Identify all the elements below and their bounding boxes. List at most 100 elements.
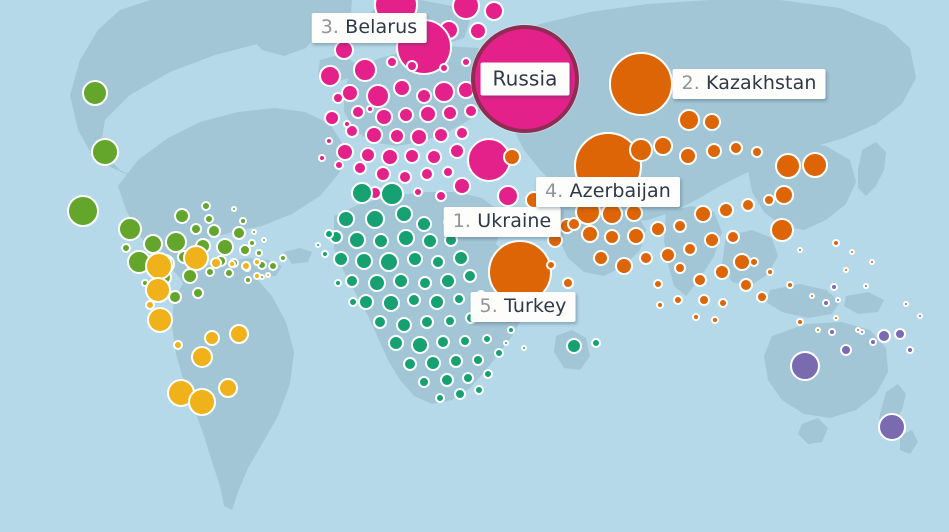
bubble-north_america[interactable] <box>255 249 263 257</box>
bubble-africa[interactable] <box>482 334 492 344</box>
bubble-europe[interactable] <box>332 92 344 104</box>
bubble-asia[interactable] <box>802 152 828 178</box>
bubble-europe[interactable] <box>353 58 377 82</box>
bubble-europe[interactable] <box>393 79 411 97</box>
bubble-europe[interactable] <box>318 154 326 162</box>
bubble-south_america[interactable] <box>145 252 173 280</box>
bubble-europe[interactable] <box>334 40 354 60</box>
bubble-europe[interactable] <box>433 81 455 103</box>
bubble-africa[interactable] <box>373 315 387 329</box>
bubble-africa[interactable] <box>355 252 373 270</box>
bubble-europe[interactable] <box>343 120 351 128</box>
bubble-oceania[interactable] <box>917 313 923 319</box>
bubble-africa[interactable] <box>397 229 415 247</box>
bubble-europe[interactable] <box>365 126 383 144</box>
bubble-africa[interactable] <box>503 340 509 346</box>
bubble-europe[interactable] <box>469 22 487 40</box>
bubble-asia[interactable] <box>763 194 775 206</box>
bubble-europe[interactable] <box>406 60 418 72</box>
bubble-asia[interactable] <box>593 250 609 266</box>
map-label-turkey[interactable]: 5. Turkey <box>470 292 576 322</box>
bubble-south_america[interactable] <box>145 277 171 303</box>
bubble-north_america[interactable] <box>143 234 163 254</box>
bubble-asia[interactable] <box>774 185 794 205</box>
bubble-south_america[interactable] <box>210 257 222 269</box>
bubble-asia[interactable] <box>604 229 620 245</box>
bubble-africa[interactable] <box>454 388 466 400</box>
bubble-asia[interactable] <box>678 109 700 131</box>
bubble-asia[interactable] <box>674 262 686 274</box>
bubble-asia[interactable] <box>693 273 707 287</box>
bubble-oceania[interactable] <box>830 283 838 291</box>
bubble-africa[interactable] <box>440 273 456 289</box>
bubble-north_america[interactable] <box>204 214 214 224</box>
bubble-north_america[interactable] <box>67 195 99 227</box>
bubble-europe[interactable] <box>435 190 447 202</box>
bubble-europe[interactable] <box>404 148 420 164</box>
bubble-africa[interactable] <box>407 293 421 307</box>
bubble-africa[interactable] <box>507 326 515 334</box>
bubble-asia[interactable] <box>832 239 840 247</box>
bubble-africa[interactable] <box>358 294 374 310</box>
bubble-africa[interactable] <box>494 348 504 358</box>
bubble-europe[interactable] <box>336 143 354 161</box>
bubble-europe[interactable] <box>464 104 478 118</box>
bubble-north_america[interactable] <box>165 231 187 253</box>
bubble-north_america[interactable] <box>239 244 251 256</box>
bubble-europe[interactable] <box>416 88 432 104</box>
bubble-asia[interactable] <box>660 247 676 263</box>
bubble-africa[interactable] <box>463 269 477 283</box>
bubble-south_america[interactable] <box>253 258 261 266</box>
bubble-asia[interactable] <box>739 278 753 292</box>
map-label-ukraine[interactable]: 1. Ukraine <box>443 207 561 237</box>
bubble-asia[interactable] <box>726 230 740 244</box>
bubble-europe[interactable] <box>420 167 434 181</box>
bubble-africa[interactable] <box>379 252 399 272</box>
bubble-asia[interactable] <box>653 136 673 156</box>
bubble-asia[interactable] <box>843 267 849 273</box>
bubble-asia[interactable] <box>815 327 821 333</box>
bubble-asia[interactable] <box>766 268 774 276</box>
bubble-north_america[interactable] <box>121 243 131 253</box>
bubble-north_america[interactable] <box>91 138 119 166</box>
bubble-asia[interactable] <box>627 227 645 245</box>
bubble-africa[interactable] <box>566 338 582 354</box>
bubble-asia[interactable] <box>639 251 653 265</box>
bubble-africa[interactable] <box>429 294 445 310</box>
bubble-europe[interactable] <box>455 126 469 140</box>
bubble-africa[interactable] <box>416 216 432 232</box>
bubble-africa[interactable] <box>393 273 409 289</box>
bubble-asia[interactable] <box>711 316 719 324</box>
bubble-europe[interactable] <box>334 160 344 170</box>
bubble-asia[interactable] <box>650 221 666 237</box>
bubble-asia[interactable] <box>567 217 581 231</box>
bubble-africa[interactable] <box>422 233 438 249</box>
bubble-africa[interactable] <box>453 250 469 266</box>
bubble-north_america[interactable] <box>232 226 246 240</box>
bubble-africa[interactable] <box>483 369 493 379</box>
bubble-asia[interactable] <box>849 249 855 255</box>
bubble-asia[interactable] <box>673 295 683 305</box>
bubble-asia[interactable] <box>679 147 697 165</box>
bubble-europe[interactable] <box>419 105 437 123</box>
bubble-asia[interactable] <box>581 225 599 243</box>
bubble-europe[interactable] <box>398 107 414 123</box>
bubble-africa[interactable] <box>435 393 445 403</box>
bubble-europe[interactable] <box>410 128 428 146</box>
bubble-asia[interactable] <box>503 148 521 166</box>
bubble-africa[interactable] <box>436 335 450 349</box>
bubble-south_america[interactable] <box>218 378 238 398</box>
bubble-asia[interactable] <box>683 242 697 256</box>
bubble-africa[interactable] <box>337 210 355 228</box>
bubble-africa[interactable] <box>388 335 404 351</box>
bubble-north_america[interactable] <box>174 208 190 224</box>
bubble-africa[interactable] <box>420 315 434 329</box>
map-label-azerbaijan[interactable]: 4. Azerbaijan <box>536 177 680 207</box>
bubble-africa[interactable] <box>321 250 329 258</box>
bubble-south_america[interactable] <box>147 307 173 333</box>
bubble-oceania[interactable] <box>903 301 909 307</box>
bubble-asia[interactable] <box>562 277 574 289</box>
bubble-europe[interactable] <box>389 128 405 144</box>
bubble-africa[interactable] <box>315 242 321 248</box>
bubble-africa[interactable] <box>365 209 385 229</box>
